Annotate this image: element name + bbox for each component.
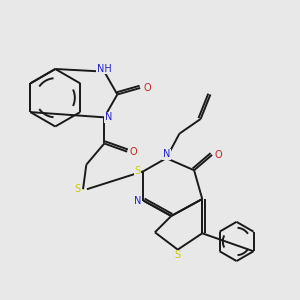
Text: S: S [134,166,141,176]
Text: O: O [130,147,137,157]
Text: N: N [104,112,112,122]
Text: N: N [163,149,170,159]
Text: N: N [134,196,141,206]
Text: O: O [144,83,151,93]
Text: S: S [74,184,80,194]
Text: O: O [215,150,222,160]
Text: NH: NH [97,64,112,74]
Text: S: S [175,250,181,260]
